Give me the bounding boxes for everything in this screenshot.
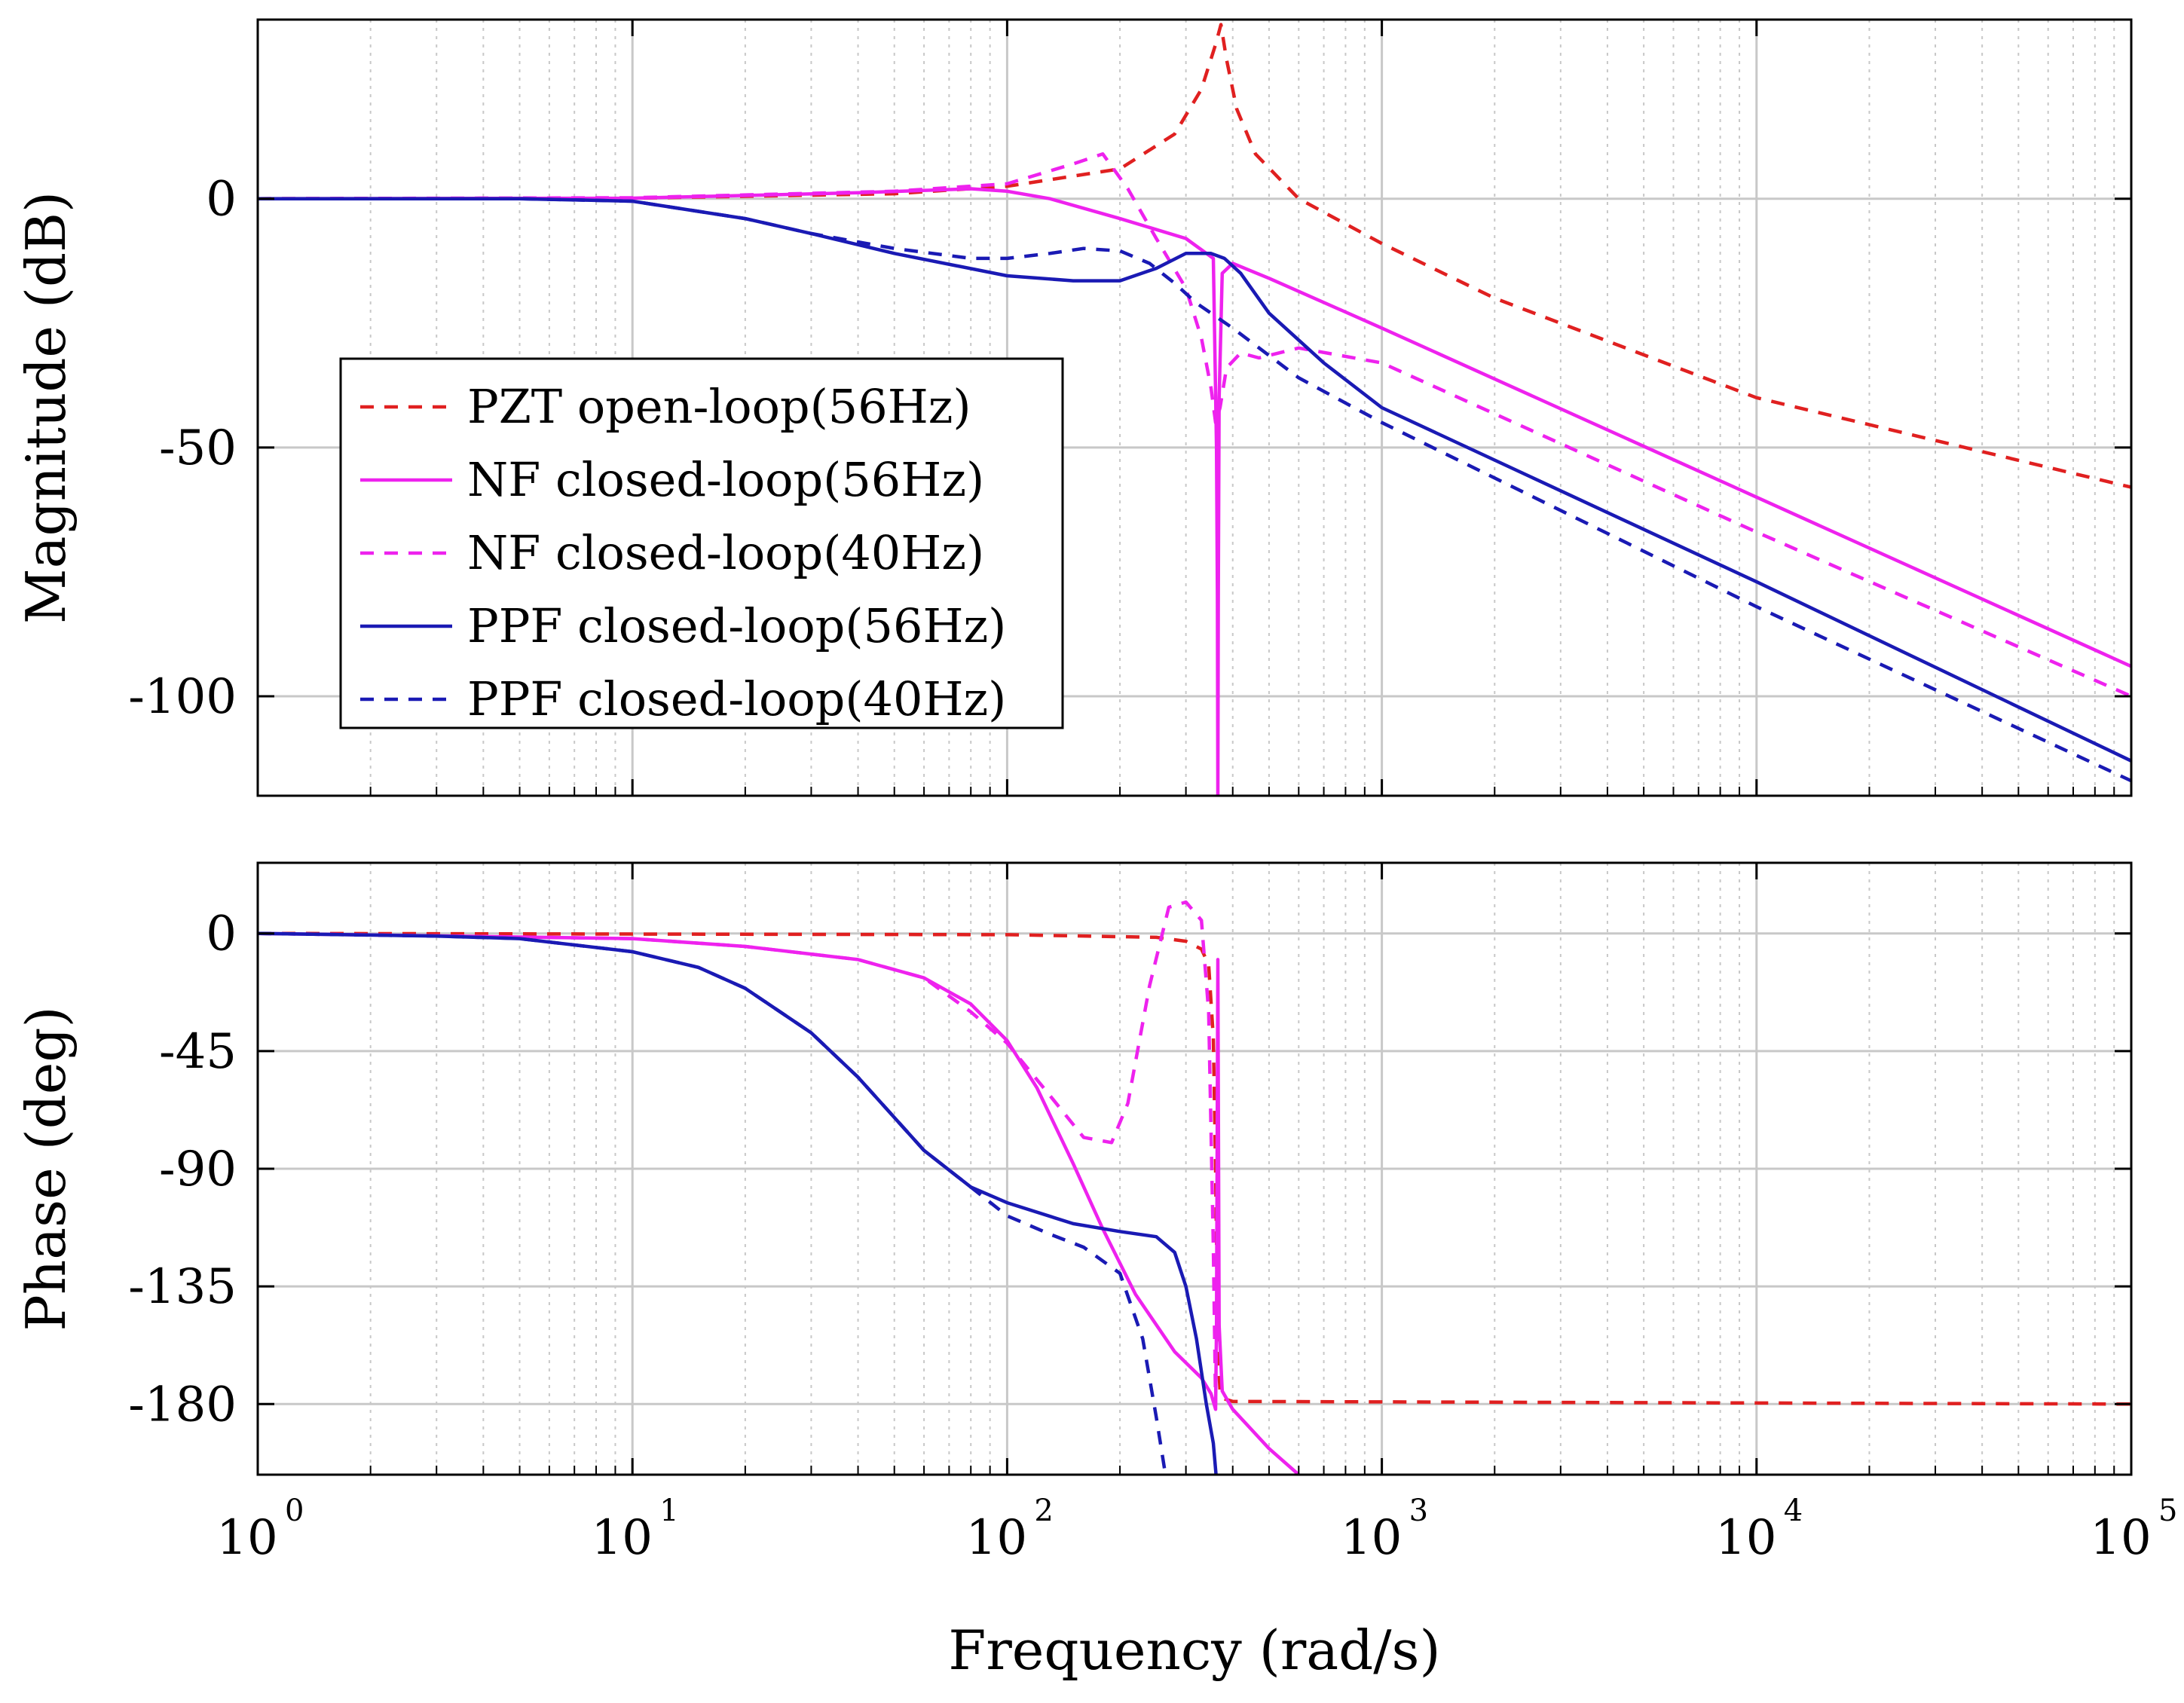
legend-rows: PZT open-loop(56Hz) NF closed-loop(56Hz) N… (360, 379, 1006, 726)
x-tick-exponent: 3 (1409, 1494, 1428, 1528)
x-tick-label: 10 (1715, 1510, 1776, 1566)
x-axis-label: Frequency (rad/s) (948, 1619, 1440, 1682)
y-tick-label: 0 (206, 907, 237, 962)
y-tick-label: -100 (128, 669, 237, 725)
x-tick-exponent: 5 (2158, 1494, 2177, 1528)
y-tick-label: -135 (128, 1259, 237, 1315)
x-tick-label: 10 (1341, 1510, 1402, 1566)
phase-y-label: Phase (deg) (14, 1006, 78, 1331)
legend-entry-label: PPF closed-loop(40Hz) (467, 671, 1006, 726)
magnitude-y-label: Magnitude (dB) (14, 191, 78, 624)
x-tick-label: 10 (216, 1510, 277, 1566)
x-tick-label: 10 (966, 1510, 1027, 1566)
phase-plot: 0 -45 -90 -135 -180 Phase (deg) (14, 861, 2133, 1476)
x-tick-exponent: 2 (1034, 1494, 1053, 1528)
magnitude-series-line-5 (258, 197, 2131, 783)
phase-grid (258, 863, 2131, 1475)
legend-entry-label: PPF closed-loop(56Hz) (467, 598, 1006, 653)
phase-y-ticks: 0 -45 -90 -135 -180 (128, 907, 2131, 1432)
x-tick-exponent: 0 (285, 1494, 304, 1528)
x-axis-ticks: 10 0 10 1 10 2 10 3 10 4 10 5 (216, 20, 2177, 1566)
legend-box (339, 357, 1064, 729)
x-tick-exponent: 4 (1784, 1494, 1803, 1528)
magnitude-series-line-3 (258, 152, 2131, 698)
phase-series-line-1 (258, 931, 2131, 1406)
magnitude-plot: 0 -50 -100 Magnitude (dB) PZT open-loop(56… (14, 18, 2133, 797)
legend: PZT open-loop(56Hz) NF closed-loop(56Hz) N… (339, 357, 1064, 729)
magnitude-plot-frame (256, 18, 2133, 797)
y-tick-label: -90 (159, 1142, 237, 1197)
y-tick-label: -45 (159, 1024, 237, 1080)
x-tick-label: 10 (591, 1510, 652, 1566)
phase-series-line-3 (258, 900, 1218, 1405)
magnitude-y-ticks: 0 -50 -100 (128, 172, 2131, 725)
legend-entry-label: PZT open-loop(56Hz) (467, 379, 971, 434)
y-tick-label: -180 (128, 1377, 237, 1432)
y-tick-label: -50 (159, 420, 237, 476)
magnitude-series (258, 23, 2131, 796)
y-tick-label: 0 (206, 172, 237, 228)
phase-series-line-5 (258, 931, 1167, 1475)
phase-series (258, 900, 2131, 1475)
x-tick-label: 10 (2090, 1510, 2151, 1566)
legend-entry-label: NF closed-loop(56Hz) (467, 452, 984, 507)
x-tick-exponent: 1 (659, 1494, 678, 1528)
magnitude-series-line-2 (258, 187, 2131, 796)
legend-entry-label: NF closed-loop(40Hz) (467, 525, 984, 580)
